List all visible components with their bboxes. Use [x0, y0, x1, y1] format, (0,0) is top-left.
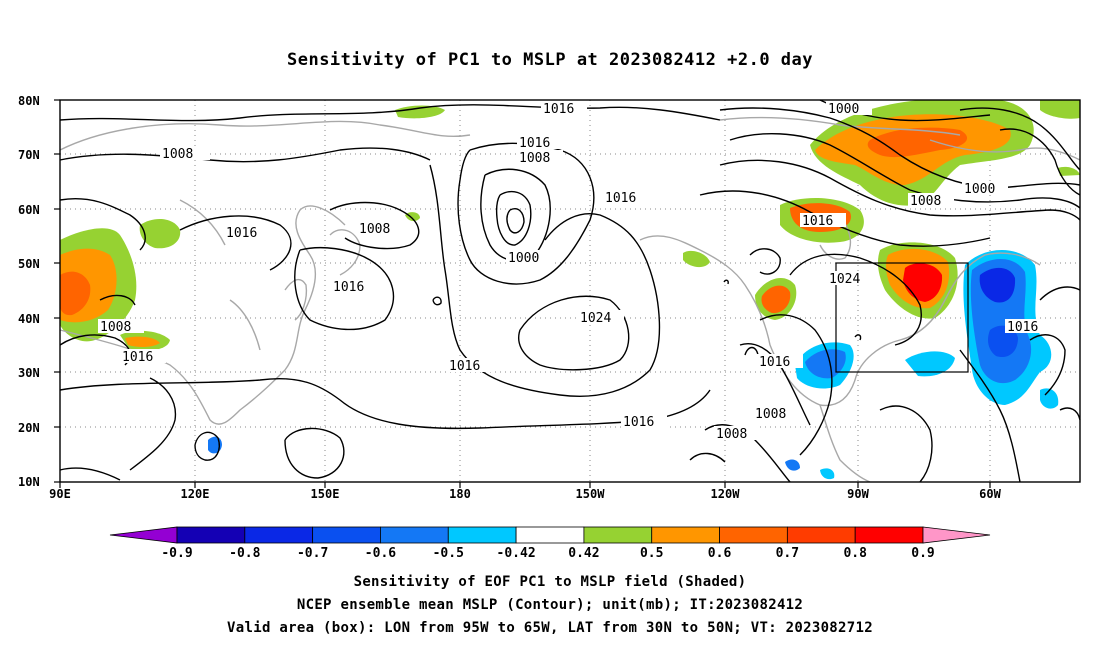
colorbar-tick-label: 0.5 [640, 546, 663, 561]
contour-label: 1008 [755, 407, 786, 422]
contour-label: 1000 [964, 182, 995, 197]
shade-arctic-green2 [405, 212, 420, 222]
lat-label: 10N [18, 475, 40, 489]
colorbar-swatch [583, 526, 653, 544]
colorbar-tick-label: 0.7 [776, 546, 799, 561]
latitude-labels: 80N 70N 60N 50N 40N 30N 20N 10N [18, 94, 40, 489]
shade-asia-orange2 [125, 336, 160, 348]
contour-label: 1016 [605, 191, 636, 206]
lat-label: 40N [18, 312, 40, 326]
contour-label: 1016 [226, 226, 257, 241]
contour-label: 1000 [508, 251, 539, 266]
contour-label: 1016 [1007, 320, 1038, 335]
colorbar-swatch [447, 526, 517, 544]
contour-label: 1016 [543, 102, 574, 117]
valid-area-box [835, 262, 969, 373]
shade-atl-darkblue [979, 267, 1016, 303]
contour-labels: 1016 1008 1016 1008 1016 1008 1000 1016 … [100, 102, 1039, 442]
contour-label: 1016 [623, 415, 654, 430]
shade-atl-darkblue2 [988, 325, 1018, 358]
lat-label: 80N [18, 94, 40, 108]
contour-label: 1016 [519, 136, 550, 151]
lat-label: 30N [18, 366, 40, 380]
lat-label: 60N [18, 203, 40, 217]
shade-wus-orange [761, 285, 791, 314]
contour-label: 1016 [802, 214, 833, 229]
colorbar: -0.9 -0.8 -0.7 -0.6 -0.5 -0.42 0.42 0.5 0.6 0.7 0.… [109, 526, 991, 561]
shade-carib-lightblue2 [820, 468, 835, 480]
colorbar-tick-label: -0.6 [365, 546, 396, 561]
lat-label: 70N [18, 148, 40, 162]
contour-label: 1000 [828, 102, 859, 117]
contour-label: 1016 [449, 359, 480, 374]
lon-label: 150W [576, 487, 606, 501]
lon-label: 180 [449, 487, 471, 501]
shade-asia-red [60, 271, 91, 316]
map-frame [59, 99, 1081, 483]
lon-label: 120E [181, 487, 210, 501]
colorbar-swatch [719, 526, 788, 544]
colorbar-tick-label: 0.8 [843, 546, 867, 561]
colorbar-swatch [312, 526, 381, 544]
shade-carib-lightblue [785, 459, 800, 471]
colorbar-swatch [380, 526, 449, 544]
contour-label: 1008 [359, 222, 390, 237]
colorbar-tick-label: -0.7 [297, 546, 328, 561]
contour-label: 1024 [829, 272, 860, 287]
shade-ne-green2 [1058, 166, 1080, 176]
colorbar-tick-label: 0.42 [568, 546, 599, 561]
contour-label: 1008 [519, 151, 550, 166]
shade-ak-green [683, 250, 710, 268]
shade-asia-green2 [139, 218, 181, 249]
mslp-contours [59, 99, 1081, 483]
colorbar-tick-label: 0.9 [911, 546, 934, 561]
shade-sub-lightblue [1040, 388, 1059, 409]
lon-label: 90W [847, 487, 869, 501]
colorbar-tick-label: -0.8 [229, 546, 260, 561]
contour-label: 1008 [716, 427, 747, 442]
lon-label: 120W [711, 487, 741, 501]
colorbar-swatch [786, 526, 856, 544]
contour-label: 1016 [122, 350, 153, 365]
colorbar-swatch [244, 526, 314, 544]
colorbar-max-arrow [922, 526, 991, 544]
colorbar-tick-label: -0.5 [433, 546, 464, 561]
colorbar-swatch [854, 526, 924, 544]
caption-line-2: NCEP ensemble mean MSLP (Contour); unit(… [296, 597, 804, 613]
shade-gulf-blue2 [905, 351, 955, 377]
sensitivity-shading [60, 100, 1080, 480]
shade-arctic-green1 [395, 105, 445, 119]
caption-line-1: Sensitivity of EOF PC1 to MSLP field (Sh… [353, 574, 747, 590]
axis-ticks [54, 99, 991, 488]
contour-label: 1008 [162, 147, 193, 162]
caption-line-3: Valid area (box): LON from 95W to 65W, L… [227, 620, 873, 636]
colorbar-tick-label: -0.42 [497, 546, 536, 561]
colorbar-tick-label: -0.9 [161, 546, 192, 561]
lon-label: 60W [979, 487, 1001, 501]
longitude-labels: 90E 120E 150E 180 150W 120W 90W 60W [49, 487, 1001, 501]
contour-label: 1008 [910, 194, 941, 209]
map-title: Sensitivity of PC1 to MSLP at 2023082412… [286, 50, 813, 70]
colorbar-swatch [176, 526, 246, 544]
colorbar-tick-label: 0.6 [708, 546, 732, 561]
contour-label: 1024 [580, 311, 611, 326]
colorbar-swatch [651, 526, 720, 544]
colorbar-min-arrow [109, 526, 178, 544]
lon-label: 90E [49, 487, 71, 501]
shade-ne-green [1040, 100, 1080, 119]
contour-label: 1008 [100, 320, 131, 335]
contour-label: 1016 [333, 280, 364, 295]
lon-label: 150E [311, 487, 340, 501]
colorbar-swatch [515, 526, 585, 544]
lat-label: 50N [18, 257, 40, 271]
contour-label: 1016 [759, 355, 790, 370]
lat-label: 20N [18, 421, 40, 435]
